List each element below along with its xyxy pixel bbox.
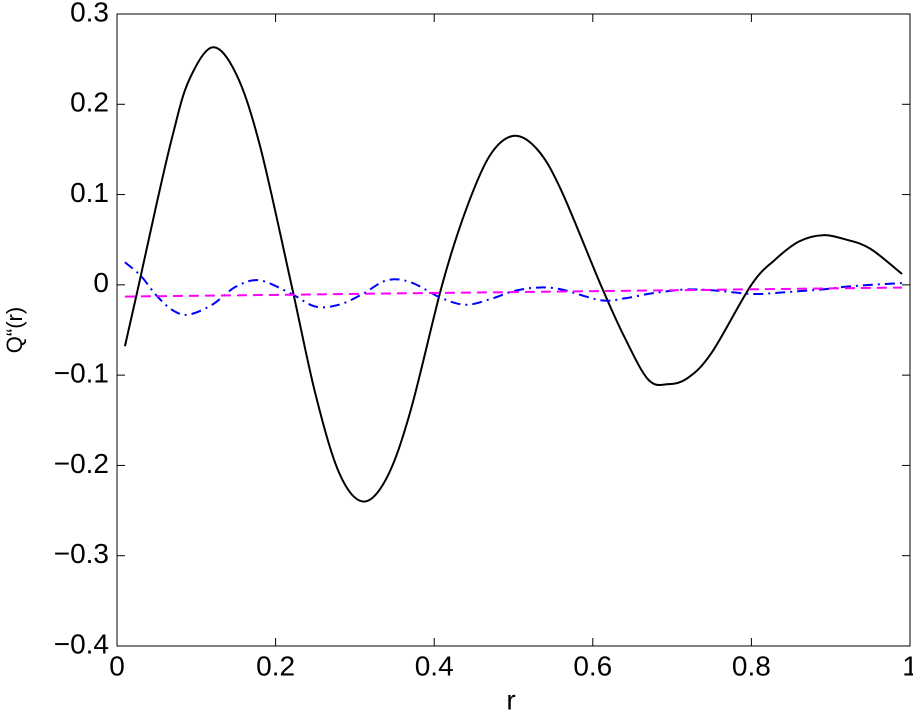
y-tick-label: −0.3 [54,538,109,569]
x-tick-label: 0 [109,650,125,681]
y-tick-label: −0.2 [54,448,109,479]
y-tick-label: 0.1 [70,177,109,208]
y-tick-label: −0.4 [54,628,109,659]
y-axis-label: Q“(r) [2,307,27,353]
y-tick-label: 0.3 [70,0,109,27]
series-line [123,46,903,503]
series-line [124,286,903,298]
x-tick-label: 0.6 [573,650,612,681]
series-line [124,261,903,316]
x-tick-label: 1 [902,650,913,681]
x-axis-label: r [506,684,515,715]
y-tick-label: 0.2 [70,87,109,118]
x-tick-label: 0.8 [732,650,771,681]
x-tick-label: 0.4 [415,650,454,681]
plot-frame [116,13,911,647]
x-tick-label: 0.2 [256,650,295,681]
y-tick-label: 0 [93,267,109,298]
y-tick-label: −0.1 [54,358,109,389]
